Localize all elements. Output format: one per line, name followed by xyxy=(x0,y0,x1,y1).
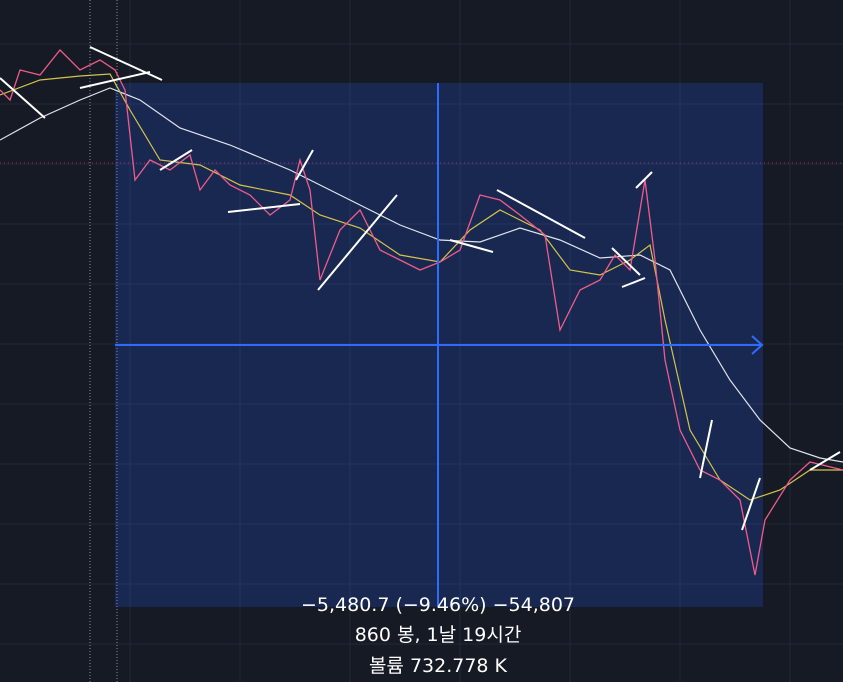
measure-range: 860 봉, 1날 19시간 xyxy=(355,624,522,646)
price-series xyxy=(0,49,843,576)
moving-average xyxy=(0,87,843,463)
trend-lines xyxy=(0,46,841,531)
measure-volume: 볼륨 732.778 K xyxy=(369,655,508,677)
measure-change: −5,480.7 (−9.46%) −54,807 xyxy=(301,594,575,616)
measure-arrow xyxy=(751,335,764,355)
moving-average xyxy=(0,73,843,501)
